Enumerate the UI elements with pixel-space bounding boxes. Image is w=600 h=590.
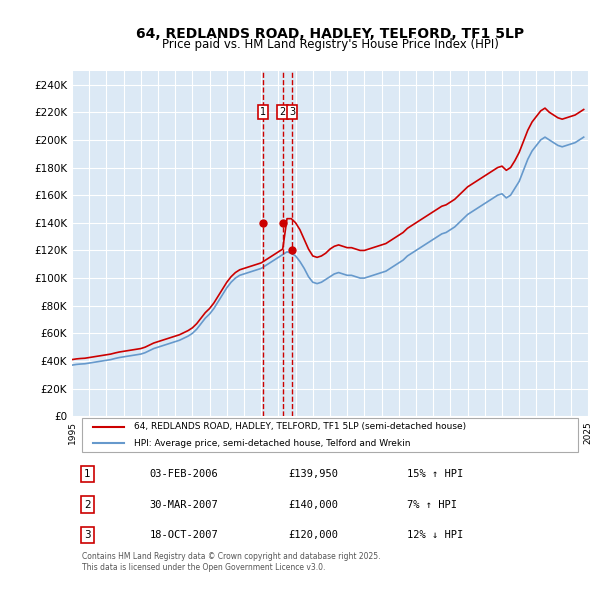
Text: 30-MAR-2007: 30-MAR-2007 xyxy=(149,500,218,510)
Text: 03-FEB-2006: 03-FEB-2006 xyxy=(149,469,218,479)
Text: 3: 3 xyxy=(289,107,295,117)
Text: Contains HM Land Registry data © Crown copyright and database right 2025.
This d: Contains HM Land Registry data © Crown c… xyxy=(82,552,381,572)
Text: 15% ↑ HPI: 15% ↑ HPI xyxy=(407,469,464,479)
Text: 12% ↓ HPI: 12% ↓ HPI xyxy=(407,530,464,540)
FancyBboxPatch shape xyxy=(82,418,578,452)
Text: 2: 2 xyxy=(280,107,286,117)
Text: 7% ↑ HPI: 7% ↑ HPI xyxy=(407,500,457,510)
Text: £140,000: £140,000 xyxy=(289,500,339,510)
Text: 1: 1 xyxy=(84,469,91,479)
Text: 3: 3 xyxy=(84,530,91,540)
Text: 18-OCT-2007: 18-OCT-2007 xyxy=(149,530,218,540)
Text: 2: 2 xyxy=(84,500,91,510)
Text: £139,950: £139,950 xyxy=(289,469,339,479)
Text: Price paid vs. HM Land Registry's House Price Index (HPI): Price paid vs. HM Land Registry's House … xyxy=(161,38,499,51)
Text: HPI: Average price, semi-detached house, Telford and Wrekin: HPI: Average price, semi-detached house,… xyxy=(134,439,410,448)
Text: 64, REDLANDS ROAD, HADLEY, TELFORD, TF1 5LP (semi-detached house): 64, REDLANDS ROAD, HADLEY, TELFORD, TF1 … xyxy=(134,422,466,431)
Text: 64, REDLANDS ROAD, HADLEY, TELFORD, TF1 5LP: 64, REDLANDS ROAD, HADLEY, TELFORD, TF1 … xyxy=(136,27,524,41)
Text: £120,000: £120,000 xyxy=(289,530,339,540)
Text: 1: 1 xyxy=(260,107,266,117)
